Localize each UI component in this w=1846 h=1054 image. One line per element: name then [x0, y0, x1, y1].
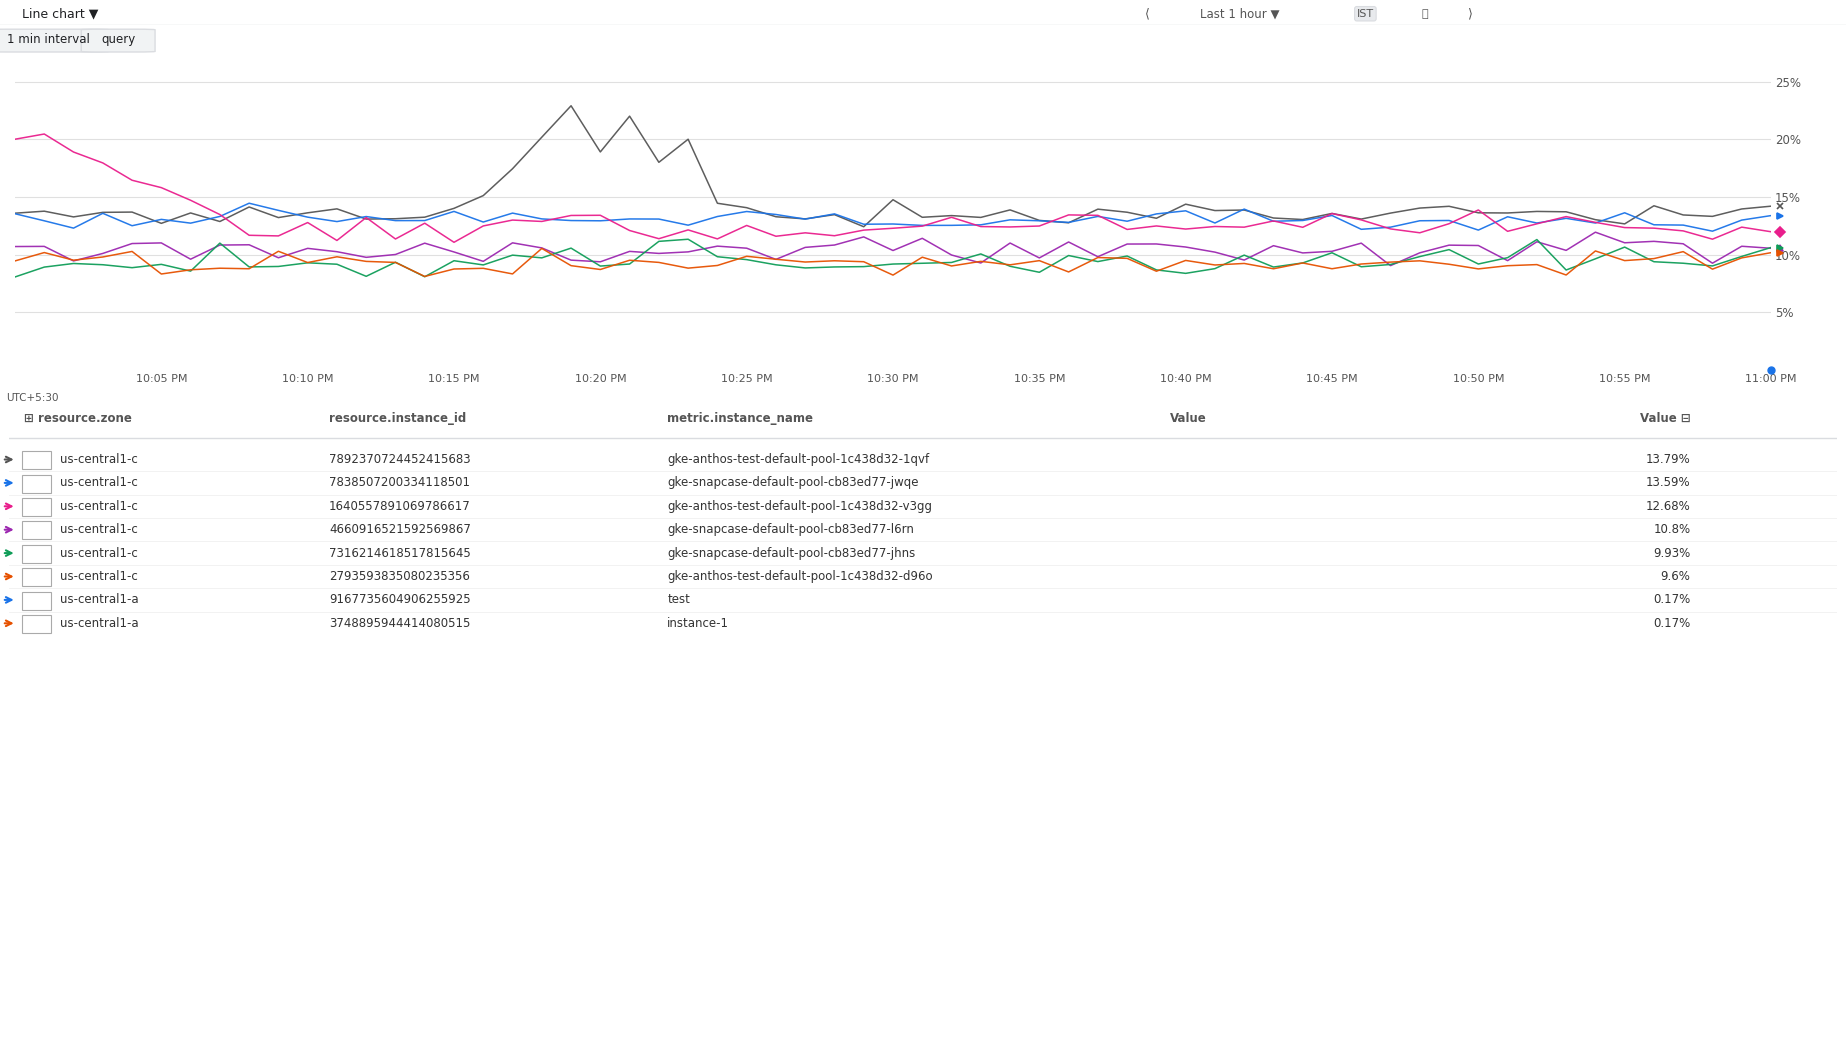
FancyBboxPatch shape [22, 451, 52, 469]
Text: 7316214618517815645: 7316214618517815645 [329, 547, 471, 560]
Text: us-central1-c: us-central1-c [61, 453, 138, 466]
Text: metric.instance_name: metric.instance_name [666, 412, 812, 425]
Text: gke-anthos-test-default-pool-1c438d32-d96o: gke-anthos-test-default-pool-1c438d32-d9… [666, 570, 932, 583]
FancyBboxPatch shape [81, 30, 155, 52]
Text: gke-anthos-test-default-pool-1c438d32-1qvf: gke-anthos-test-default-pool-1c438d32-1q… [666, 453, 929, 466]
Text: us-central1-c: us-central1-c [61, 547, 138, 560]
Text: us-central1-a: us-central1-a [61, 593, 138, 606]
FancyBboxPatch shape [22, 614, 52, 632]
Text: 1640557891069786617: 1640557891069786617 [329, 500, 471, 513]
Text: us-central1-c: us-central1-c [61, 500, 138, 513]
Text: 9167735604906255925: 9167735604906255925 [329, 593, 471, 606]
FancyBboxPatch shape [22, 497, 52, 515]
Text: gke-anthos-test-default-pool-1c438d32-v3gg: gke-anthos-test-default-pool-1c438d32-v3… [666, 500, 932, 513]
Text: Last 1 hour ▼: Last 1 hour ▼ [1200, 7, 1279, 20]
Text: 13.79%: 13.79% [1647, 453, 1691, 466]
Text: 7838507200334118501: 7838507200334118501 [329, 476, 471, 489]
Text: test: test [666, 593, 690, 606]
Text: 7892370724452415683: 7892370724452415683 [329, 453, 471, 466]
Text: gke-snapcase-default-pool-cb83ed77-jwqe: gke-snapcase-default-pool-cb83ed77-jwqe [666, 476, 919, 489]
Text: Save Chart: Save Chart [1608, 6, 1685, 19]
FancyBboxPatch shape [22, 474, 52, 492]
Text: 10.8%: 10.8% [1654, 523, 1691, 536]
Text: query: query [102, 33, 135, 46]
Text: 3748895944414080515: 3748895944414080515 [329, 617, 471, 630]
Text: 13.59%: 13.59% [1647, 476, 1691, 489]
Text: 1 min interval: 1 min interval [7, 33, 90, 46]
Text: 12.68%: 12.68% [1647, 500, 1691, 513]
Text: Line chart ▼: Line chart ▼ [22, 7, 98, 20]
Text: Value: Value [1170, 412, 1207, 425]
Text: instance-1: instance-1 [666, 617, 729, 630]
FancyBboxPatch shape [22, 522, 52, 540]
Text: 4660916521592569867: 4660916521592569867 [329, 523, 471, 536]
Text: Value ⊟: Value ⊟ [1639, 412, 1691, 425]
FancyBboxPatch shape [0, 30, 109, 52]
Text: us-central1-c: us-central1-c [61, 523, 138, 536]
Text: 🔍: 🔍 [1421, 8, 1429, 19]
Text: us-central1-c: us-central1-c [61, 570, 138, 583]
Text: gke-snapcase-default-pool-cb83ed77-jhns: gke-snapcase-default-pool-cb83ed77-jhns [666, 547, 916, 560]
Text: 9.93%: 9.93% [1654, 547, 1691, 560]
Text: 2793593835080235356: 2793593835080235356 [329, 570, 471, 583]
Text: ⟨: ⟨ [1145, 7, 1150, 20]
Text: us-central1-a: us-central1-a [61, 617, 138, 630]
Text: 0.17%: 0.17% [1654, 617, 1691, 630]
FancyBboxPatch shape [22, 545, 52, 563]
Text: us-central1-c: us-central1-c [61, 476, 138, 489]
Text: 9.6%: 9.6% [1661, 570, 1691, 583]
FancyBboxPatch shape [22, 591, 52, 609]
Text: ⊞ resource.zone: ⊞ resource.zone [24, 412, 131, 425]
Text: UTC+5:30: UTC+5:30 [6, 393, 59, 404]
Text: gke-snapcase-default-pool-cb83ed77-l6rn: gke-snapcase-default-pool-cb83ed77-l6rn [666, 523, 914, 536]
Text: IST: IST [1357, 8, 1373, 19]
Text: ⟩: ⟩ [1468, 7, 1473, 20]
Text: resource.instance_id: resource.instance_id [329, 412, 467, 425]
FancyBboxPatch shape [22, 568, 52, 586]
Text: 0.17%: 0.17% [1654, 593, 1691, 606]
